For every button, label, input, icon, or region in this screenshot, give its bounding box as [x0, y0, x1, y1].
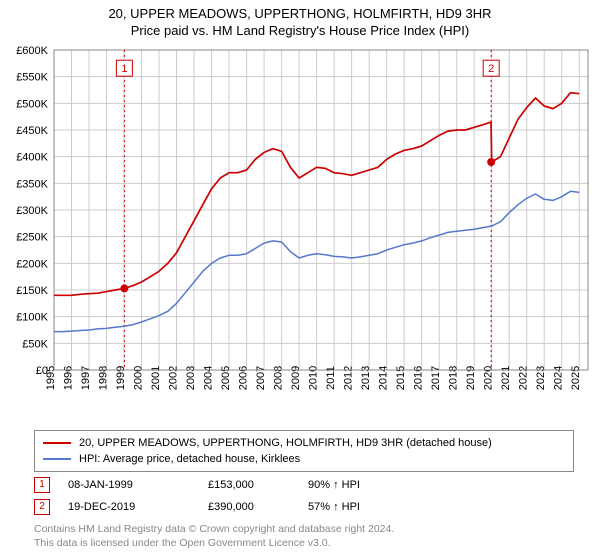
marker-id: 1 — [39, 479, 45, 490]
marker-icon: 1 — [34, 477, 50, 493]
svg-text:2000: 2000 — [133, 366, 145, 390]
title-block: 20, UPPER MEADOWS, UPPERTHONG, HOLMFIRTH… — [0, 0, 600, 38]
svg-text:£200K: £200K — [16, 258, 48, 270]
footer-attribution: Contains HM Land Registry data © Crown c… — [34, 522, 394, 550]
svg-text:£350K: £350K — [16, 178, 48, 190]
svg-text:2: 2 — [488, 63, 494, 75]
legend-item: 20, UPPER MEADOWS, UPPERTHONG, HOLMFIRTH… — [43, 435, 565, 451]
chart-container: 20, UPPER MEADOWS, UPPERTHONG, HOLMFIRTH… — [0, 0, 600, 560]
svg-text:2002: 2002 — [168, 366, 180, 390]
svg-text:2020: 2020 — [483, 366, 495, 390]
annotation-pct: 90% ↑ HPI — [308, 479, 428, 491]
chart-svg: £0£50K£100K£150K£200K£250K£300K£350K£400… — [0, 44, 600, 424]
legend-swatch — [43, 442, 71, 444]
annotation-table: 1 08-JAN-1999 £153,000 90% ↑ HPI 2 19-DE… — [34, 474, 428, 518]
svg-text:£400K: £400K — [16, 152, 48, 164]
footer-line1: Contains HM Land Registry data © Crown c… — [34, 522, 394, 536]
svg-text:2005: 2005 — [220, 366, 232, 390]
legend: 20, UPPER MEADOWS, UPPERTHONG, HOLMFIRTH… — [34, 430, 574, 472]
svg-text:2012: 2012 — [343, 366, 355, 390]
svg-text:1999: 1999 — [115, 366, 127, 390]
svg-text:1: 1 — [121, 63, 127, 75]
svg-text:£150K: £150K — [16, 285, 48, 297]
svg-text:2014: 2014 — [378, 366, 390, 390]
chart-area: £0£50K£100K£150K£200K£250K£300K£350K£400… — [0, 44, 600, 424]
svg-text:2006: 2006 — [238, 366, 250, 390]
marker-id: 2 — [39, 501, 45, 512]
svg-text:1998: 1998 — [98, 366, 110, 390]
svg-text:£300K: £300K — [16, 205, 48, 217]
svg-text:1996: 1996 — [63, 366, 75, 390]
annotation-pct: 57% ↑ HPI — [308, 501, 428, 513]
legend-item: HPI: Average price, detached house, Kirk… — [43, 451, 565, 467]
svg-text:2004: 2004 — [203, 366, 215, 390]
annotation-date: 08-JAN-1999 — [68, 479, 208, 491]
svg-text:£100K: £100K — [16, 312, 48, 324]
chart-title-line1: 20, UPPER MEADOWS, UPPERTHONG, HOLMFIRTH… — [0, 6, 600, 21]
legend-swatch — [43, 458, 71, 460]
svg-text:2008: 2008 — [273, 366, 285, 390]
svg-text:2007: 2007 — [255, 366, 267, 390]
svg-text:2016: 2016 — [413, 366, 425, 390]
svg-text:2025: 2025 — [570, 366, 582, 390]
svg-text:2003: 2003 — [185, 366, 197, 390]
annotation-price: £153,000 — [208, 479, 308, 491]
svg-text:2001: 2001 — [150, 366, 162, 390]
svg-text:2018: 2018 — [448, 366, 460, 390]
annotation-date: 19-DEC-2019 — [68, 501, 208, 513]
chart-title-line2: Price paid vs. HM Land Registry's House … — [0, 23, 600, 38]
svg-text:£600K: £600K — [16, 45, 48, 57]
annotation-row: 1 08-JAN-1999 £153,000 90% ↑ HPI — [34, 474, 428, 496]
annotation-row: 2 19-DEC-2019 £390,000 57% ↑ HPI — [34, 496, 428, 518]
svg-text:2021: 2021 — [500, 366, 512, 390]
svg-text:2022: 2022 — [518, 366, 530, 390]
svg-text:2013: 2013 — [360, 366, 372, 390]
svg-text:1997: 1997 — [80, 366, 92, 390]
svg-text:2019: 2019 — [465, 366, 477, 390]
footer-line2: This data is licensed under the Open Gov… — [34, 536, 394, 550]
marker-icon: 2 — [34, 499, 50, 515]
svg-text:£450K: £450K — [16, 125, 48, 137]
svg-text:2010: 2010 — [308, 366, 320, 390]
svg-text:2024: 2024 — [553, 366, 565, 390]
annotation-price: £390,000 — [208, 501, 308, 513]
svg-text:1995: 1995 — [45, 366, 57, 390]
svg-text:£550K: £550K — [16, 72, 48, 84]
legend-label: HPI: Average price, detached house, Kirk… — [79, 453, 300, 465]
svg-text:2017: 2017 — [430, 366, 442, 390]
legend-label: 20, UPPER MEADOWS, UPPERTHONG, HOLMFIRTH… — [79, 437, 492, 449]
svg-text:2015: 2015 — [395, 366, 407, 390]
svg-text:2023: 2023 — [535, 366, 547, 390]
svg-text:2009: 2009 — [290, 366, 302, 390]
svg-text:£250K: £250K — [16, 232, 48, 244]
svg-text:£500K: £500K — [16, 98, 48, 110]
svg-text:£50K: £50K — [22, 338, 48, 350]
